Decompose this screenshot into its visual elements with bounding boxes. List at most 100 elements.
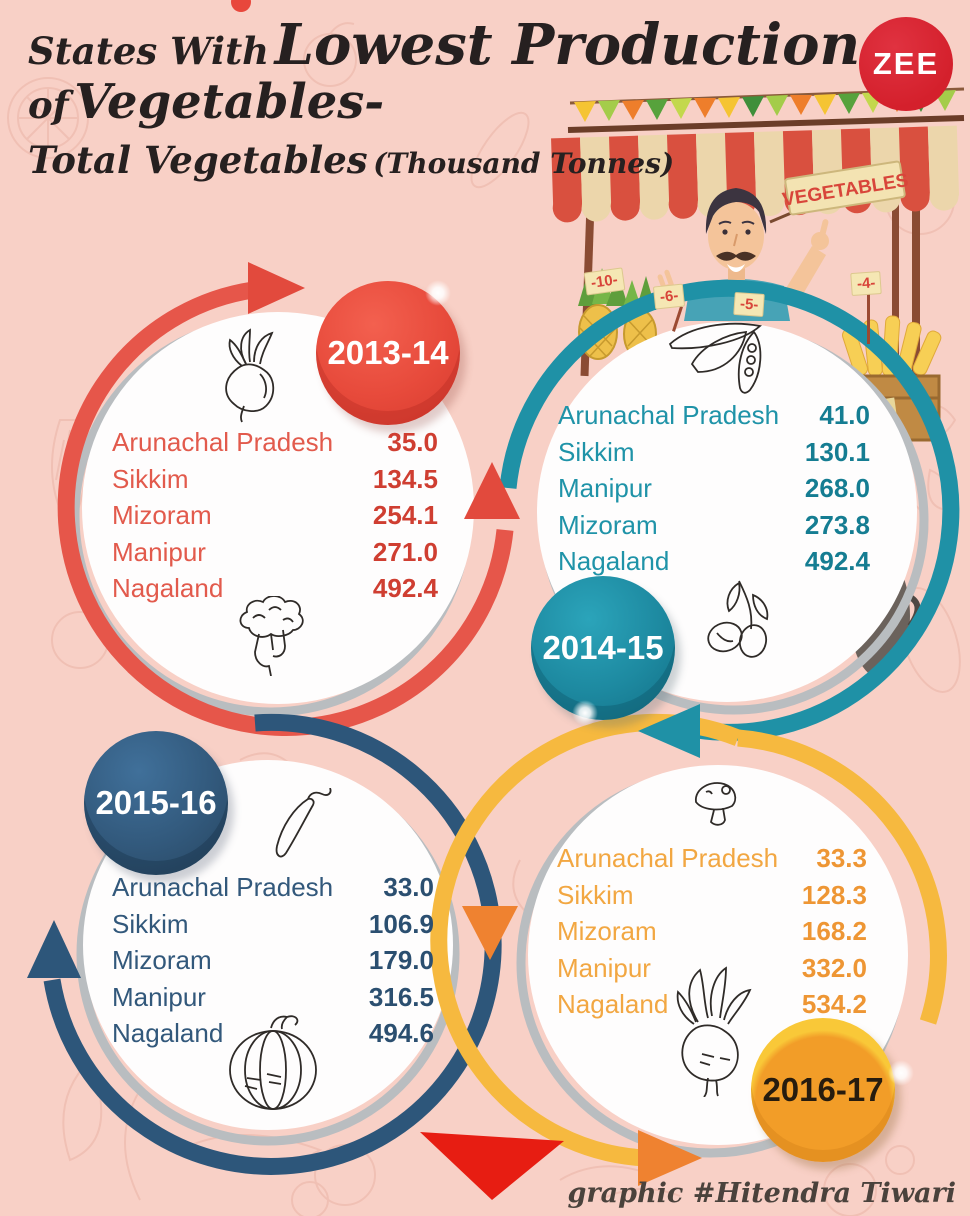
title-emphasis: Lowest Production bbox=[274, 12, 861, 78]
state-value: 130.1 bbox=[804, 436, 870, 467]
table-row: Mizoram 179.0 bbox=[112, 942, 434, 979]
table-row: Manipur 316.5 bbox=[112, 979, 434, 1016]
table-row: Arunachal Pradesh 33.3 bbox=[557, 840, 867, 877]
state-name: Arunachal Pradesh bbox=[557, 843, 779, 873]
state-value: 492.4 bbox=[804, 546, 870, 577]
state-name: Sikkim bbox=[558, 436, 635, 467]
state-name: Nagaland bbox=[112, 573, 224, 604]
price-tag: -5- bbox=[733, 291, 766, 318]
teal-arc-arrowhead bbox=[638, 704, 700, 758]
table-row: Sikkim 130.1 bbox=[558, 434, 870, 471]
zee-logo: ZEE bbox=[859, 17, 953, 111]
panel-2014-15: Arunachal Pradesh 41.0 Sikkim 130.1 Manipu… bbox=[558, 397, 870, 580]
beet-icon bbox=[225, 328, 275, 423]
stall-post-right bbox=[912, 188, 920, 378]
badge-sparkle bbox=[888, 1060, 914, 1086]
state-value: 128.3 bbox=[801, 879, 867, 910]
title-line-2: of Vegetables- bbox=[28, 77, 628, 127]
red-up-arrow bbox=[464, 462, 520, 519]
table-row: Manipur 271.0 bbox=[112, 534, 438, 571]
vegetables-sign: VEGETABLES bbox=[781, 160, 910, 216]
state-value: 33.3 bbox=[816, 843, 867, 873]
page-title: States With Lowest Production of Vegetab… bbox=[28, 16, 860, 183]
table-row: Mizoram 273.8 bbox=[558, 507, 870, 544]
top-edge-accent bbox=[231, 0, 251, 12]
state-value: 268.0 bbox=[804, 473, 870, 504]
state-name: Manipur bbox=[557, 952, 651, 983]
year-label: 2013-14 bbox=[327, 334, 449, 371]
state-value: 41.0 bbox=[819, 400, 870, 430]
table-row: Mizoram 254.1 bbox=[112, 497, 438, 534]
price-tag: -4- bbox=[850, 270, 883, 297]
table-row: Arunachal Pradesh 41.0 bbox=[558, 397, 870, 434]
table-row: Nagaland 492.4 bbox=[112, 570, 438, 607]
olive-icon bbox=[707, 580, 769, 658]
table-row: Nagaland 492.4 bbox=[558, 543, 870, 580]
arc-2016-right bbox=[737, 729, 947, 1025]
panel-2016-17: Arunachal Pradesh 33.3 Sikkim 128.3 Mizora… bbox=[557, 840, 867, 1023]
orange-arc-arrowhead bbox=[638, 1130, 702, 1186]
arc-2013 bbox=[57, 281, 514, 736]
price-tag: -6- bbox=[652, 283, 686, 310]
state-value: 332.0 bbox=[801, 952, 867, 983]
year-badge-2015-16: 2015-16 bbox=[84, 731, 228, 875]
table-row: Manipur 332.0 bbox=[557, 950, 867, 987]
title-unit: (Thousand Tonnes) bbox=[373, 147, 675, 181]
title-line2-prefix: of bbox=[28, 82, 69, 127]
state-value: 492.4 bbox=[372, 573, 438, 604]
peapods-icon bbox=[668, 322, 762, 394]
state-name: Mizoram bbox=[557, 916, 657, 947]
price-tag-stick bbox=[867, 292, 870, 344]
title-line-1: States With Lowest Production bbox=[28, 16, 860, 75]
state-name: Mizoram bbox=[558, 509, 658, 540]
table-row: Sikkim 128.3 bbox=[557, 877, 867, 914]
state-value: 494.6 bbox=[368, 1018, 434, 1049]
navy-arc-arrowhead bbox=[27, 920, 81, 978]
panel-2015-16: Arunachal Pradesh 33.0 Sikkim 106.9 Mizora… bbox=[112, 869, 434, 1052]
state-value: 316.5 bbox=[368, 981, 434, 1012]
state-value: 35.0 bbox=[387, 427, 438, 457]
year-label: 2015-16 bbox=[95, 784, 217, 821]
state-name: Mizoram bbox=[112, 945, 212, 976]
state-name: Arunachal Pradesh bbox=[558, 400, 780, 430]
year-badge-2014-15: 2014-15 bbox=[531, 576, 675, 720]
table-row: Sikkim 134.5 bbox=[112, 461, 438, 498]
table-row: Manipur 268.0 bbox=[558, 470, 870, 507]
state-name: Nagaland bbox=[557, 989, 669, 1020]
state-name: Arunachal Pradesh bbox=[112, 872, 334, 902]
state-name: Manipur bbox=[558, 473, 652, 504]
state-name: Sikkim bbox=[112, 463, 189, 494]
year-badge-2013-14: 2013-14 bbox=[316, 281, 460, 425]
table-row: Sikkim 106.9 bbox=[112, 906, 434, 943]
arc-2014 bbox=[499, 279, 960, 741]
state-value: 168.2 bbox=[801, 916, 867, 947]
title-subject: Total Vegetables bbox=[28, 138, 368, 183]
state-value: 106.9 bbox=[368, 908, 434, 939]
table-row: Arunachal Pradesh 35.0 bbox=[112, 424, 438, 461]
panel-2013-14: Arunachal Pradesh 35.0 Sikkim 134.5 Mizora… bbox=[112, 424, 438, 607]
title-line-3: Total Vegetables (Thousand Tonnes) bbox=[28, 138, 674, 183]
table-row: Mizoram 168.2 bbox=[557, 913, 867, 950]
state-value: 254.1 bbox=[372, 500, 438, 531]
state-name: Mizoram bbox=[112, 500, 212, 531]
table-row: Nagaland 494.6 bbox=[112, 1015, 434, 1052]
title-prefix: States With bbox=[28, 29, 270, 73]
table-row: Nagaland 534.2 bbox=[557, 986, 867, 1023]
state-value: 33.0 bbox=[383, 872, 434, 902]
mushroom-icon bbox=[695, 782, 737, 826]
chili-icon bbox=[275, 788, 332, 858]
state-value: 134.5 bbox=[372, 463, 438, 494]
pumpkin-icon bbox=[229, 1015, 317, 1110]
state-name: Manipur bbox=[112, 536, 206, 567]
state-name: Nagaland bbox=[112, 1018, 224, 1049]
title-line2-emphasis: Vegetables- bbox=[74, 73, 385, 130]
state-name: Nagaland bbox=[558, 546, 670, 577]
state-name: Arunachal Pradesh bbox=[112, 427, 334, 457]
year-label: 2016-17 bbox=[762, 1071, 884, 1108]
state-value: 534.2 bbox=[801, 989, 867, 1020]
state-name: Sikkim bbox=[112, 908, 189, 939]
year-badge-2016-17: 2016-17 bbox=[751, 1018, 895, 1162]
orange-down-arrow bbox=[462, 906, 518, 960]
badge-sparkle bbox=[425, 280, 451, 306]
